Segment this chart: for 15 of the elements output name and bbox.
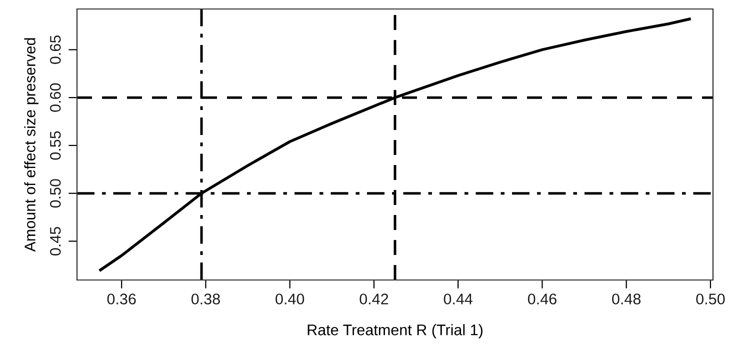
x-tick-label: 0.40 (276, 294, 304, 304)
x-tick-label: 0.48 (612, 294, 641, 304)
x-axis-title: Rate Treatment R (Trial 1) (308, 324, 482, 338)
y-axis-title: Amount of effect size preserved (24, 38, 38, 252)
y-tick-label: 0.50 (50, 179, 61, 208)
x-tick-label: 0.50 (696, 294, 725, 304)
y-tick-label: 0.45 (50, 226, 61, 256)
x-tick-label: 0.42 (360, 294, 388, 304)
x-tick-label: 0.44 (444, 294, 473, 304)
x-tick-label: 0.46 (528, 294, 556, 304)
y-tick-label: 0.55 (50, 131, 61, 160)
y-tick-label: 0.60 (50, 83, 61, 112)
x-tick-label: 0.38 (191, 294, 220, 304)
y-tick-label: 0.65 (50, 35, 61, 64)
x-tick-label: 0.36 (107, 294, 136, 304)
